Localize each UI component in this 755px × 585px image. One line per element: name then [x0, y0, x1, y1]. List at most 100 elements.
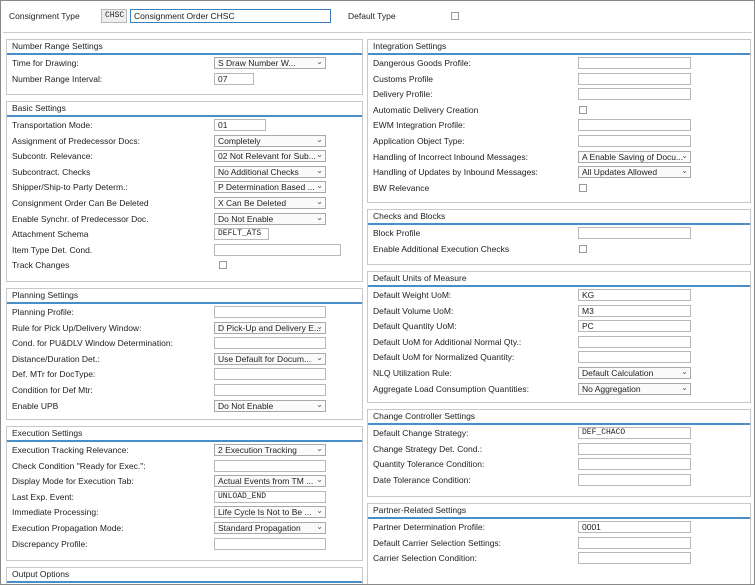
- input-field[interactable]: [214, 337, 326, 350]
- checkbox[interactable]: [579, 183, 587, 192]
- input-field[interactable]: [214, 368, 326, 381]
- field-label: Default UoM for Additional Normal Qty.:: [373, 336, 522, 347]
- input-field[interactable]: [578, 335, 691, 348]
- input-field[interactable]: [578, 135, 691, 147]
- field-label: Dangerous Goods Profile:: [373, 58, 471, 68]
- input-field[interactable]: PC: [578, 320, 691, 333]
- dropdown[interactable]: Life Cycle Is Not to Be ... ⌄: [214, 506, 326, 519]
- dropdown[interactable]: 2 Execution Tracking ⌄: [214, 444, 326, 456]
- input-field[interactable]: DEF_CHACO: [578, 427, 691, 439]
- input-field[interactable]: DEFLT_ATS: [214, 228, 269, 241]
- field-label: Default Change Strategy:: [373, 428, 469, 438]
- section-underline: [7, 53, 362, 55]
- input-field[interactable]: 01: [214, 119, 266, 131]
- default-type-checkbox[interactable]: [451, 12, 459, 20]
- field-label: Def. MTr for DocType:: [12, 369, 96, 380]
- field-label: Distance/Duration Det.:: [12, 353, 100, 364]
- dropdown-arrow: ⌄: [316, 506, 323, 516]
- input-field[interactable]: [578, 227, 691, 239]
- field-label: Consignment Order Can Be Deleted: [12, 198, 149, 208]
- checkbox[interactable]: [579, 105, 587, 114]
- dropdown-arrow: ⌄: [316, 197, 323, 206]
- dropdown[interactable]: Completely ⌄: [214, 134, 326, 147]
- dropdown[interactable]: Use Default for Docum... ⌄: [214, 352, 326, 365]
- dropdown[interactable]: X Can Be Deleted ⌄: [214, 197, 326, 209]
- type-description[interactable]: Consignment Order CHSC: [130, 9, 331, 23]
- input-field[interactable]: UNLOAD_END: [214, 490, 326, 503]
- field-label: Assignment of Predecessor Docs:: [12, 135, 141, 146]
- dropdown[interactable]: Standard Propagation ⌄: [214, 522, 326, 534]
- input-field[interactable]: [578, 442, 691, 455]
- input-field[interactable]: [578, 552, 691, 565]
- section-title: Default Units of Measure: [373, 273, 467, 283]
- input-field[interactable]: 0001: [578, 521, 691, 533]
- field-label: Block Profile: [373, 228, 421, 238]
- input-field[interactable]: [578, 536, 691, 549]
- default-type-label: Default Type: [348, 11, 396, 21]
- section-title: Integration Settings: [373, 41, 447, 51]
- dropdown-arrow: ⌄: [316, 352, 323, 362]
- input-field[interactable]: [578, 88, 691, 101]
- input-field[interactable]: KG: [578, 289, 691, 301]
- section-title: Partner-Related Settings: [373, 505, 467, 515]
- dropdown[interactable]: P Determination Based ... ⌄: [214, 181, 326, 194]
- dropdown[interactable]: All Updates Allowed ⌄: [578, 166, 691, 179]
- field-label: Default Quantity UoM:: [373, 321, 457, 332]
- section-underline: [368, 223, 750, 225]
- input-field[interactable]: [578, 119, 691, 132]
- dropdown-arrow: ⌄: [316, 444, 323, 453]
- field-label: Customs Profile: [373, 73, 433, 84]
- input-field[interactable]: [214, 459, 326, 472]
- dropdown[interactable]: No Additional Checks ⌄: [214, 165, 326, 178]
- type-code[interactable]: CHSC: [101, 9, 127, 23]
- field-label: Item Type Det. Cond.: [12, 244, 93, 255]
- field-label: Subcontract. Checks: [12, 166, 91, 177]
- input-field[interactable]: [214, 537, 326, 550]
- input-field[interactable]: [214, 384, 326, 396]
- input-field[interactable]: [578, 57, 691, 69]
- field-label: Time for Drawing:: [12, 58, 79, 68]
- dropdown[interactable]: D Pick-Up and Delivery E... ⌄: [214, 321, 326, 334]
- field-label: Quantity Tolerance Condition:: [373, 459, 485, 470]
- input-field[interactable]: 07: [214, 72, 254, 85]
- dropdown[interactable]: 02 Not Relevant for Sub... ⌄: [214, 150, 326, 163]
- input-field[interactable]: [578, 72, 691, 85]
- dropdown-arrow: ⌄: [316, 522, 323, 531]
- section-underline: [368, 53, 750, 55]
- dropdown[interactable]: S Draw Number W... ⌄: [214, 57, 326, 69]
- dropdown-arrow: ⌄: [316, 134, 323, 144]
- field-label: Date Tolerance Condition:: [373, 474, 471, 485]
- field-label: Transportation Mode:: [12, 120, 93, 130]
- dropdown-arrow: ⌄: [681, 382, 688, 392]
- dropdown[interactable]: A Enable Saving of Docu... ⌄: [578, 150, 691, 163]
- field-label: Carrier Selection Condition:: [373, 553, 477, 564]
- dropdown[interactable]: Default Calculation ⌄: [578, 367, 691, 379]
- dropdown-arrow: ⌄: [316, 181, 323, 191]
- input-field[interactable]: [578, 458, 691, 471]
- field-label: Execution Tracking Relevance:: [12, 445, 129, 455]
- checkbox[interactable]: [579, 244, 587, 253]
- checkbox[interactable]: [219, 261, 227, 270]
- field-label: Shipper/Ship-to Party Determ.:: [12, 182, 128, 193]
- field-label: Planning Profile:: [12, 307, 74, 317]
- input-field[interactable]: [214, 243, 341, 256]
- field-label: Immediate Processing:: [12, 507, 99, 518]
- input-field[interactable]: M3: [578, 304, 691, 317]
- field-label: Rule for Pick Up/Delivery Window:: [12, 322, 142, 333]
- dropdown-arrow: ⌄: [316, 212, 323, 222]
- dropdown[interactable]: Actual Events from TM ... ⌄: [214, 475, 326, 488]
- input-field[interactable]: [214, 306, 326, 318]
- input-field[interactable]: [578, 351, 691, 364]
- field-label: Track Changes: [12, 260, 70, 271]
- dropdown-arrow: ⌄: [681, 150, 688, 160]
- dropdown-arrow: ⌄: [316, 321, 323, 331]
- field-label: Handling of Updates by Inbound Messages:: [373, 167, 538, 178]
- input-field[interactable]: [578, 473, 691, 486]
- dropdown[interactable]: Do Not Enable ⌄: [214, 399, 326, 412]
- dropdown-arrow: ⌄: [316, 57, 323, 66]
- field-label: EWM Integration Profile:: [373, 120, 466, 131]
- field-label: Attachment Schema: [12, 229, 89, 240]
- dropdown[interactable]: No Aggregation ⌄: [578, 382, 691, 395]
- dropdown[interactable]: Do Not Enable ⌄: [214, 212, 326, 225]
- section-title: Planning Settings: [12, 290, 79, 300]
